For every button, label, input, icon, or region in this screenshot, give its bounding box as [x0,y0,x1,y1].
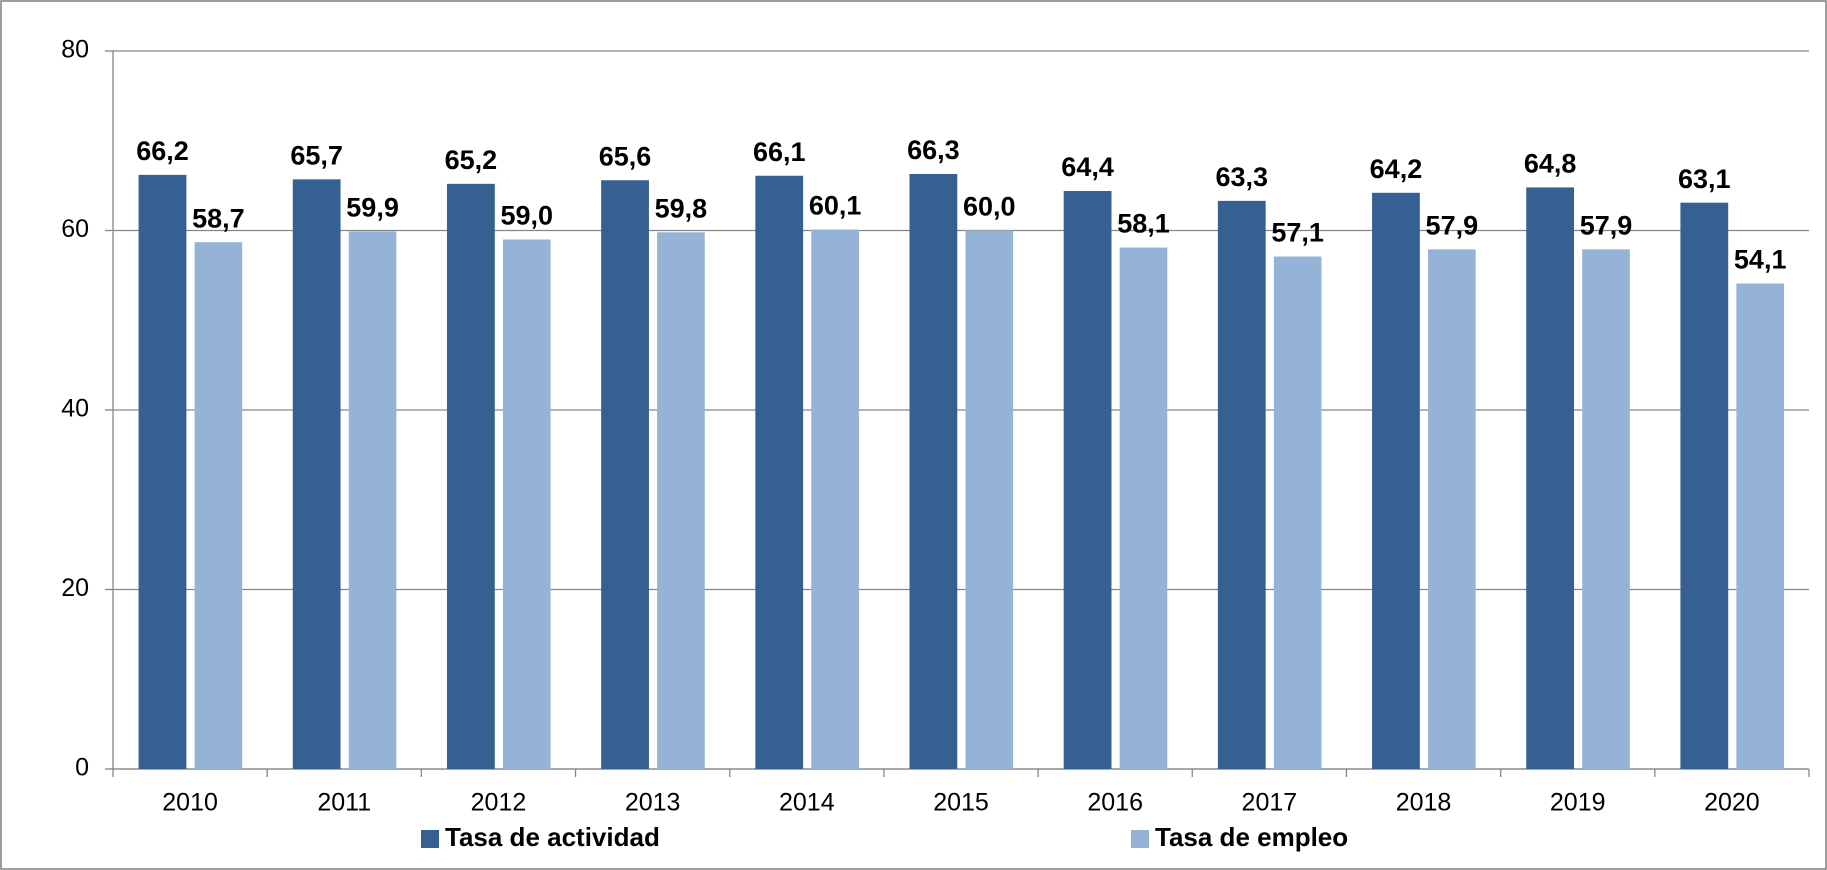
x-tick-label: 2013 [625,789,681,817]
value-label: 63,3 [1215,162,1268,192]
value-label: 66,3 [907,135,960,165]
value-label: 57,9 [1580,210,1633,240]
x-tick-label: 2012 [471,789,527,817]
value-label: 58,1 [1117,209,1170,239]
legend-label: Tasa de empleo [1155,822,1348,852]
legend-label: Tasa de actividad [445,822,660,852]
value-label: 58,7 [192,203,245,233]
value-label: 54,1 [1734,245,1787,275]
bar [965,230,1014,769]
value-label: 66,2 [136,136,189,166]
x-tick-label: 2020 [1704,789,1760,817]
value-label: 64,4 [1061,152,1114,182]
legend-swatch [421,830,439,848]
value-label: 57,1 [1271,218,1324,248]
x-tick-label: 2017 [1242,789,1298,817]
bar [1372,192,1420,769]
value-label: 65,2 [445,145,498,175]
value-label: 59,9 [346,193,399,223]
value-label: 59,8 [655,193,708,223]
value-label: 64,8 [1524,149,1577,179]
y-tick-label: 0 [75,754,89,782]
value-label: 60,1 [809,191,862,221]
bar [502,239,551,770]
bar [446,183,495,769]
value-label: 66,1 [753,137,806,167]
value-label: 57,9 [1426,210,1479,240]
value-label: 63,1 [1678,164,1731,194]
x-tick-label: 2010 [162,789,218,817]
y-tick-label: 20 [61,574,89,602]
x-tick-label: 2019 [1550,789,1606,817]
bar [138,174,187,770]
bar [1428,249,1476,769]
y-tick-label: 80 [61,36,89,64]
bar [1582,249,1630,769]
y-tick-label: 60 [61,215,89,243]
bar [601,180,649,770]
bar [348,231,397,769]
x-tick-label: 2011 [317,789,371,817]
value-label: 60,0 [963,192,1016,222]
value-label: 65,6 [599,141,652,171]
value-label: 65,7 [290,140,343,170]
bar [194,242,243,770]
x-tick-label: 2018 [1396,789,1452,817]
bar [292,179,341,769]
value-label: 64,2 [1370,154,1423,184]
bar [1680,202,1729,770]
x-tick-label: 2016 [1087,789,1143,817]
legend-swatch [1131,830,1149,848]
bar [909,173,958,769]
bar [1526,187,1575,770]
bar [1217,200,1266,769]
y-tick-label: 40 [61,395,89,423]
bar [1736,283,1785,769]
bar [755,175,804,769]
bar [657,232,705,770]
bar [811,229,859,770]
bar [1273,256,1322,770]
x-tick-label: 2014 [779,789,835,817]
x-tick-label: 2015 [933,789,989,817]
bar [1063,191,1112,769]
bar [1119,247,1168,770]
value-label: 59,0 [500,201,553,231]
